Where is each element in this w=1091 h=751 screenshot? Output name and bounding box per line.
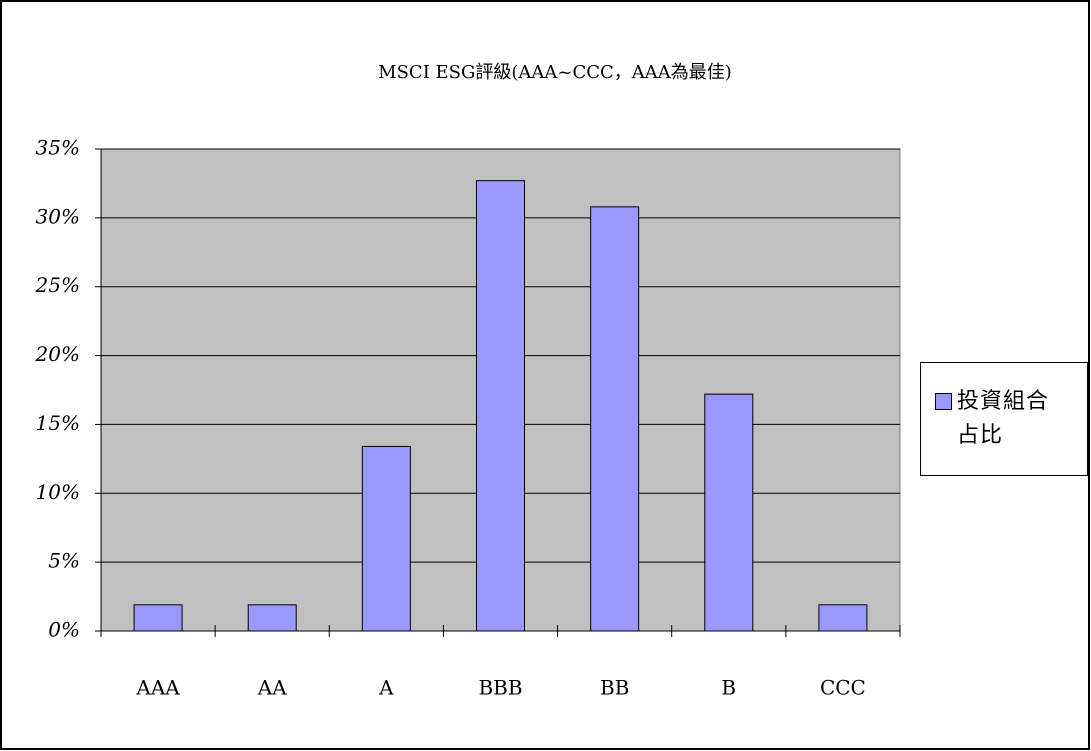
- legend-label: 投資組合占比: [957, 389, 1050, 448]
- chart-title: MSCI ESG評級(AAA~CCC，AAA為最佳): [378, 62, 732, 83]
- y-tick-label: 35%: [36, 136, 80, 160]
- y-tick-label: 20%: [35, 342, 80, 366]
- bar: [247, 604, 297, 632]
- x-tick-label: CCC: [820, 676, 866, 700]
- legend-swatch: [935, 393, 952, 410]
- y-tick-label: 0%: [48, 618, 80, 642]
- bar: [590, 206, 640, 632]
- bar: [476, 180, 525, 632]
- x-tick-label: AA: [257, 676, 287, 700]
- x-tick-label: A: [378, 676, 394, 700]
- y-tick-label: 25%: [35, 273, 80, 297]
- y-tick-label: 30%: [36, 204, 80, 228]
- x-tick-label: B: [721, 676, 736, 700]
- bar: [361, 445, 411, 632]
- bar: [133, 604, 183, 632]
- y-tick-label: 5%: [48, 549, 80, 573]
- y-tick-label: 15%: [36, 411, 80, 435]
- x-tick-label: BBB: [478, 676, 522, 700]
- bar: [704, 393, 754, 632]
- x-tick-label: AAA: [135, 676, 180, 700]
- x-tick-label: BB: [600, 676, 629, 700]
- bar: [818, 604, 868, 632]
- legend: 投資組合占比: [920, 362, 1088, 476]
- y-tick-label: 10%: [36, 480, 80, 504]
